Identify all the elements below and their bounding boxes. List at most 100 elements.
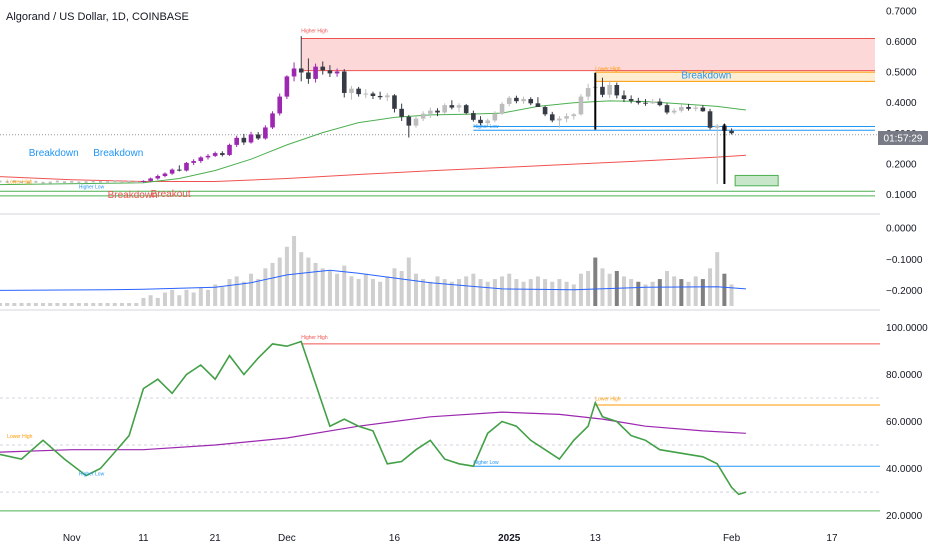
candle: [650, 101, 655, 104]
candle: [212, 153, 218, 156]
volume-bar: [722, 273, 727, 306]
candle: [428, 110, 433, 114]
candle: [471, 113, 476, 120]
volume-bar: [564, 281, 569, 306]
volume-bar: [399, 271, 404, 306]
volume-bar: [657, 279, 662, 306]
candle: [657, 101, 663, 106]
rsi-tick-label: 80.0000: [886, 370, 923, 381]
volume-bar: [349, 276, 354, 306]
volume-bar: [500, 276, 505, 306]
volume-bar: [249, 273, 254, 306]
candle: [91, 180, 95, 183]
candle: [98, 180, 102, 183]
candle: [463, 105, 469, 114]
candle: [420, 113, 426, 119]
rsi-pivot-annotation: Lower High: [595, 396, 621, 402]
signal-label: Breakout: [151, 189, 191, 200]
x-tick-label: Feb: [723, 533, 741, 544]
candle: [413, 118, 419, 126]
rsi-tick-label: 20.0000: [886, 511, 923, 522]
candle: [227, 144, 232, 155]
volume-bar: [356, 279, 361, 306]
candle: [284, 76, 290, 97]
candle: [70, 180, 74, 183]
volume-tick-label: −0.1000: [886, 255, 923, 266]
candle: [127, 180, 131, 183]
volume-bar: [320, 268, 325, 306]
candles: [0, 36, 734, 184]
rsi-tick-label: 60.0000: [886, 417, 923, 428]
candle: [564, 116, 569, 119]
volume-bar: [184, 289, 189, 306]
volume-bar: [191, 292, 196, 306]
volume-bar: [177, 295, 182, 306]
grid: [0, 213, 880, 311]
candle: [585, 88, 591, 97]
candle: [528, 99, 534, 104]
rsi-pivot-annotation: Higher Low: [79, 472, 105, 478]
candle: [392, 95, 397, 109]
signal-label: Breakdown: [681, 70, 731, 81]
volume-bar: [84, 303, 89, 306]
x-tick-label: Nov: [63, 533, 81, 544]
volume-bar: [485, 281, 490, 306]
countdown-label: 01:57:29: [884, 134, 923, 145]
candle: [686, 106, 691, 109]
signal-label: Breakdown: [108, 190, 158, 201]
volume-bar: [284, 246, 289, 306]
candle: [255, 134, 261, 139]
volume-bar: [378, 281, 383, 306]
candle: [162, 173, 168, 177]
candle: [384, 95, 390, 98]
candle: [600, 86, 605, 95]
volume-bar: [457, 279, 462, 306]
volume-bar: [26, 303, 31, 306]
volume-bar: [241, 281, 246, 306]
price-tick-label: 0.6000: [886, 37, 917, 48]
volume-bar: [256, 279, 261, 306]
volume-bar: [299, 252, 304, 306]
volume-bar: [33, 303, 38, 306]
volume-bar: [514, 279, 519, 306]
candle: [578, 96, 584, 115]
volume-bar: [98, 303, 103, 306]
candle: [263, 127, 268, 139]
candle: [248, 134, 254, 143]
candle: [506, 97, 512, 104]
candle: [141, 180, 146, 182]
volume-bar: [421, 279, 426, 306]
volume-bar: [12, 303, 17, 306]
sma-slow-line: [0, 154, 746, 182]
candle: [12, 180, 16, 183]
volume-bar: [170, 289, 175, 306]
countdown-badge: 01:57:29: [878, 131, 928, 145]
pivot-annotation: Lower High: [7, 179, 33, 185]
rsi-pivot-annotation: Lower High: [7, 434, 33, 440]
candle: [542, 106, 548, 115]
sma-fast-line: [0, 100, 746, 186]
price-tick-label: 0.4000: [886, 98, 917, 109]
x-tick-label: Dec: [278, 533, 296, 544]
candle: [571, 114, 577, 117]
candle: [106, 181, 110, 184]
candle: [700, 107, 706, 112]
volume-bar: [5, 303, 10, 306]
x-tick-label: 11: [138, 533, 149, 544]
rsi-line: [0, 340, 747, 496]
candle: [155, 176, 161, 179]
candle: [220, 153, 225, 155]
candle: [456, 105, 462, 108]
candle: [313, 66, 318, 79]
volume-bar: [492, 279, 497, 306]
volume-bar: [55, 303, 60, 306]
candle: [399, 108, 404, 117]
candle: [607, 84, 612, 95]
pivot-annotation: Higher Low: [473, 124, 499, 130]
candle: [5, 180, 9, 183]
volume-bar: [550, 281, 555, 306]
candle: [234, 137, 239, 145]
volume-bar: [62, 303, 67, 306]
candle: [148, 178, 153, 181]
